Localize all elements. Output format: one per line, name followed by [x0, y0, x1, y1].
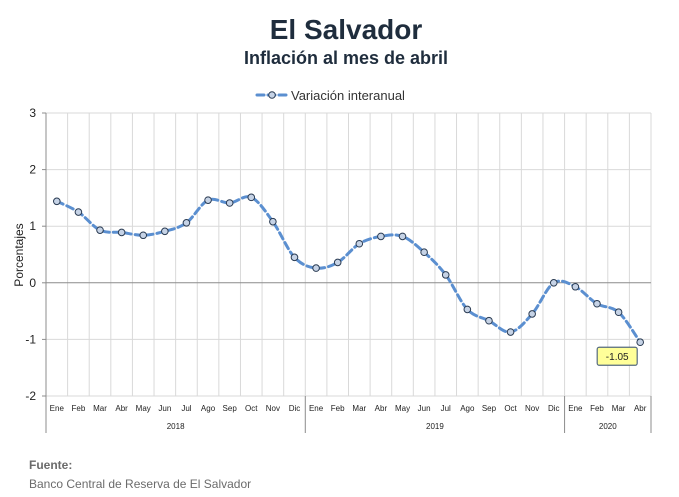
x-tick-label: May — [395, 404, 410, 413]
x-tick-label: Nov — [266, 404, 280, 413]
x-tick-label: Nov — [525, 404, 539, 413]
data-point — [528, 310, 536, 318]
y-tick-label: 0 — [29, 276, 36, 290]
year-label: 2020 — [599, 422, 617, 431]
series-variacion-interanual — [53, 193, 644, 347]
data-point — [571, 282, 580, 291]
x-tick-label: Jun — [418, 404, 431, 413]
data-point — [549, 279, 558, 287]
data-point — [161, 227, 169, 236]
axes — [42, 112, 652, 433]
chart-title: El Salvador — [270, 14, 423, 45]
data-point — [269, 217, 277, 226]
x-tick-label: Jun — [158, 404, 171, 413]
x-tick-label: Jul — [181, 404, 191, 413]
data-point — [53, 197, 61, 206]
x-tick-label: Oct — [245, 404, 258, 413]
data-point — [117, 228, 126, 237]
annotations: -1.05 — [596, 346, 638, 366]
x-tick-label: Feb — [590, 404, 604, 413]
source-note: Fuente: Banco Central de Reserva de El S… — [29, 456, 251, 494]
series-line — [55, 195, 642, 344]
x-tick-label: Mar — [612, 404, 626, 413]
data-point — [485, 316, 493, 325]
x-tick-label: Feb — [72, 404, 86, 413]
x-tick-label: Ene — [568, 404, 583, 413]
data-point — [355, 239, 364, 248]
data-point — [204, 196, 212, 204]
data-point — [420, 248, 428, 257]
data-point — [593, 299, 601, 308]
x-tick-label: Ene — [50, 404, 65, 413]
data-point — [96, 226, 104, 234]
x-tick-label: Jul — [441, 404, 451, 413]
data-point — [614, 308, 623, 317]
data-point — [247, 193, 256, 202]
data-point — [290, 253, 299, 262]
data-label-box — [596, 346, 638, 366]
y-tick-label: 1 — [29, 219, 36, 233]
y-tick-label: -1 — [25, 332, 36, 346]
x-tick-label: Ago — [460, 404, 475, 413]
year-label: 2018 — [167, 422, 185, 431]
x-tick-label: Dic — [289, 404, 301, 413]
data-point — [139, 231, 148, 240]
x-axis-ticks: Ene Feb Mar Abr May Jun Jul Ago Sep Oct Nov Dic Ene F… — [50, 404, 647, 431]
data-point — [312, 264, 320, 272]
y-tick-label: 2 — [29, 163, 36, 177]
x-tick-label: Feb — [331, 404, 345, 413]
data-point — [506, 328, 515, 336]
y-axis-label: Porcentajes — [12, 223, 26, 286]
data-point — [377, 232, 385, 241]
x-tick-label: Ago — [201, 404, 216, 413]
x-tick-label: Abr — [634, 404, 647, 413]
x-tick-label: Abr — [115, 404, 128, 413]
data-point — [463, 305, 472, 314]
legend-marker-swatch — [268, 91, 276, 99]
x-tick-label: Dic — [548, 404, 560, 413]
y-axis-ticks: -2 -1 0 1 2 3 — [25, 106, 36, 403]
data-point — [398, 232, 407, 241]
x-tick-label: Mar — [93, 404, 107, 413]
data-label: -1.05 — [606, 352, 629, 363]
x-tick-label: Sep — [223, 404, 238, 413]
year-label: 2019 — [426, 422, 444, 431]
source-text: Banco Central de Reserva de El Salvador — [29, 477, 252, 491]
legend-label: Variación interanual — [291, 88, 405, 103]
data-point — [333, 258, 342, 267]
x-tick-label: Oct — [504, 404, 517, 413]
x-tick-label: Abr — [375, 404, 388, 413]
y-tick-label: -2 — [25, 389, 36, 403]
data-point — [225, 199, 234, 207]
y-tick-label: 3 — [29, 106, 36, 120]
legend: Variación interanual — [255, 88, 405, 103]
x-tick-label: Sep — [482, 404, 497, 413]
x-tick-label: May — [136, 404, 151, 413]
source-label: Fuente: — [29, 458, 73, 472]
chart-subtitle: Inflación al mes de abril — [244, 48, 448, 68]
data-point — [182, 219, 191, 227]
gridlines — [46, 112, 652, 397]
x-tick-label: Mar — [352, 404, 366, 413]
data-point — [74, 208, 83, 216]
data-point — [441, 271, 450, 279]
data-point — [636, 338, 644, 347]
x-tick-label: Ene — [309, 404, 324, 413]
